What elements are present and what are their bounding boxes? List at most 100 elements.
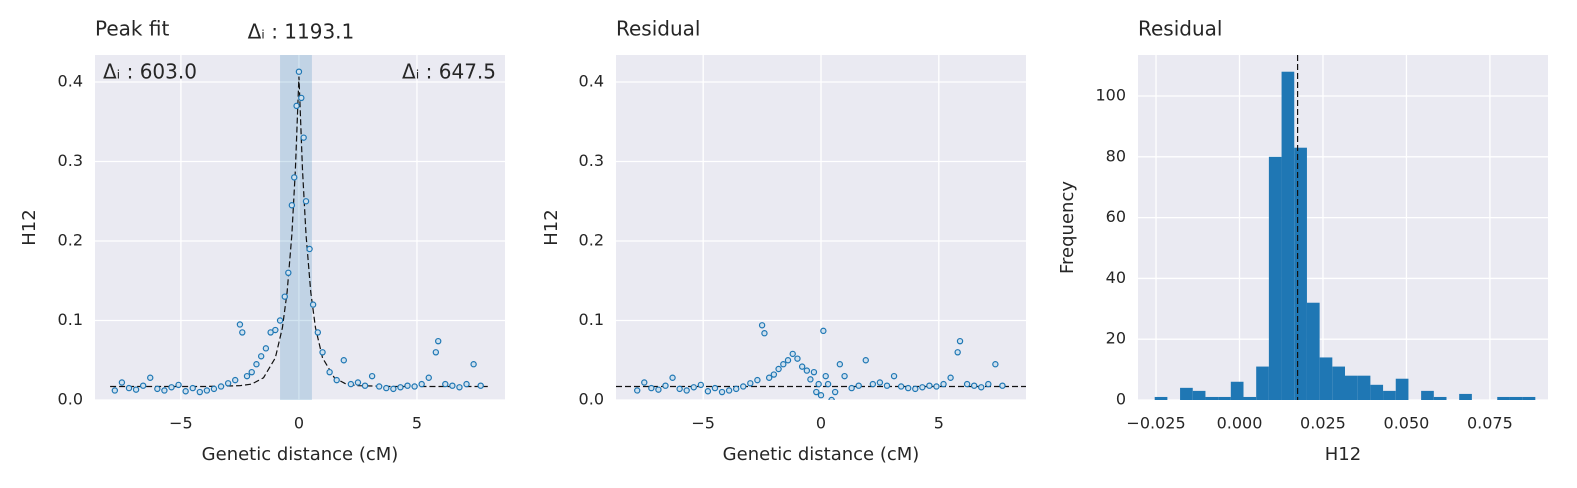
point (855, 382, 862, 389)
hist-bar (1345, 375, 1358, 400)
point (442, 380, 449, 388)
point (676, 385, 683, 393)
y-axis-label: Frequency (1057, 181, 1078, 274)
x-axis-label: H12 (1325, 444, 1361, 465)
point (236, 321, 244, 328)
point (232, 376, 239, 384)
point (933, 383, 940, 390)
point (182, 388, 189, 395)
point (239, 329, 246, 336)
point (347, 380, 355, 388)
point (754, 376, 761, 384)
point (876, 379, 884, 386)
hist-bar (1509, 396, 1523, 400)
point (418, 380, 425, 388)
y-tick-label: 60 (1106, 207, 1126, 226)
point (248, 368, 255, 376)
point (732, 385, 740, 393)
point (326, 368, 333, 376)
point (963, 380, 971, 388)
point (765, 374, 773, 381)
y-tick-label: 0.0 (58, 390, 83, 409)
y-tick-label: 0.1 (58, 310, 83, 329)
point (425, 374, 432, 381)
annotation: Δᵢ : 603.0 (103, 60, 197, 84)
y-axis-label: H12 (19, 209, 40, 245)
point (803, 367, 811, 374)
point (132, 386, 140, 393)
annotation: Δᵢ : 647.5 (402, 60, 496, 84)
point (463, 380, 470, 388)
point (397, 384, 404, 391)
point (361, 382, 369, 389)
point (820, 327, 827, 335)
y-tick-label: 0.2 (58, 231, 83, 250)
point (285, 269, 292, 277)
hist-bar (1332, 366, 1346, 400)
point (470, 361, 477, 368)
hist-bar (1522, 396, 1536, 400)
point (281, 293, 288, 300)
plot-area (95, 55, 505, 400)
point (711, 384, 719, 392)
point (789, 350, 796, 358)
point (354, 379, 362, 386)
point (954, 349, 961, 356)
x-tick-label: −5 (691, 414, 715, 433)
point (641, 379, 648, 386)
x-tick-label: 0.075 (1467, 414, 1513, 433)
point (432, 349, 440, 356)
point (449, 382, 456, 389)
hist-bar (1357, 375, 1371, 400)
plot-background (1138, 55, 1548, 400)
point (224, 380, 232, 387)
point (747, 380, 754, 387)
point (815, 380, 822, 388)
y-tick-label: 0.0 (579, 390, 604, 409)
y-tick-label: 40 (1106, 268, 1126, 287)
point (333, 376, 340, 384)
y-tick-label: 0.4 (58, 72, 83, 91)
y-tick-label: 0 (1116, 390, 1126, 409)
hist-bar (1243, 396, 1257, 400)
point (841, 372, 848, 380)
point (956, 337, 964, 345)
point (704, 388, 712, 395)
point (662, 382, 669, 389)
hist-bar (1268, 156, 1282, 400)
x-tick-label: 0.050 (1384, 414, 1430, 433)
point (831, 388, 839, 396)
point (203, 387, 211, 394)
x-axis-label: Genetic distance (cM) (723, 444, 920, 465)
point (293, 102, 300, 110)
point (836, 361, 844, 368)
point (770, 371, 778, 378)
point (306, 245, 313, 253)
point (435, 337, 442, 345)
y-tick-label: 20 (1106, 329, 1126, 348)
point (189, 384, 196, 392)
point (810, 368, 818, 376)
point (118, 379, 126, 386)
point (970, 382, 978, 389)
point (669, 374, 676, 381)
hist-bar (1395, 378, 1409, 400)
point (147, 374, 154, 381)
point (683, 387, 690, 394)
hist-bar (1306, 302, 1320, 400)
fit-line (110, 76, 488, 388)
y-tick-label: 0.1 (579, 310, 604, 329)
y-axis-label: H12 (541, 209, 562, 245)
point (300, 134, 307, 141)
hist-bar (1154, 396, 1168, 400)
point (758, 322, 766, 329)
point (947, 374, 954, 381)
point (257, 353, 265, 360)
point (288, 202, 296, 209)
hist-bar (1497, 396, 1510, 400)
point (740, 383, 747, 390)
hist-bar (1218, 396, 1231, 400)
y-tick-label: 0.3 (579, 151, 604, 170)
hist-bar (1230, 381, 1244, 400)
point (822, 372, 829, 380)
